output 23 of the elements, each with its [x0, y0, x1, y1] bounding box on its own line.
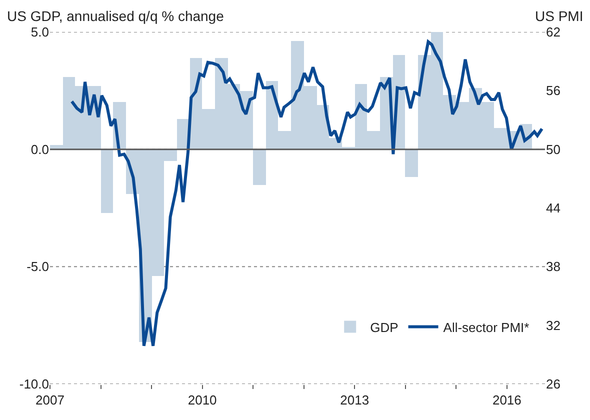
y-tick-label: -10.0	[19, 376, 49, 392]
y2-tick-label: 50	[546, 142, 560, 157]
legend-label: All-sector PMI*	[443, 320, 530, 335]
y-axis-title: US GDP, annualised q/q % change	[7, 8, 224, 24]
y2-tick-label: 32	[546, 318, 560, 333]
bar	[253, 149, 266, 185]
y2-tick-label: 26	[546, 376, 560, 392]
y2-tick-label: 62	[546, 24, 560, 40]
y-tick-label: -5.0	[26, 259, 49, 274]
y2-tick-label: 38	[546, 259, 560, 274]
bar	[405, 149, 418, 177]
bar	[101, 149, 113, 213]
x-tick-label: 2007	[36, 392, 64, 408]
y2-tick-label: 56	[546, 83, 560, 98]
x-tick-label: 2010	[188, 392, 217, 408]
y-tick-label: 5.0	[30, 24, 49, 40]
y-tick-label: 0.0	[30, 142, 49, 157]
x-tick-label: 2013	[340, 392, 370, 408]
line-series	[70, 40, 544, 348]
y2-axis-title: US PMI	[535, 8, 584, 24]
x-tick-label: 2016	[492, 392, 522, 408]
legend-label: GDP	[370, 320, 398, 335]
y2-tick-label: 44	[546, 200, 560, 216]
